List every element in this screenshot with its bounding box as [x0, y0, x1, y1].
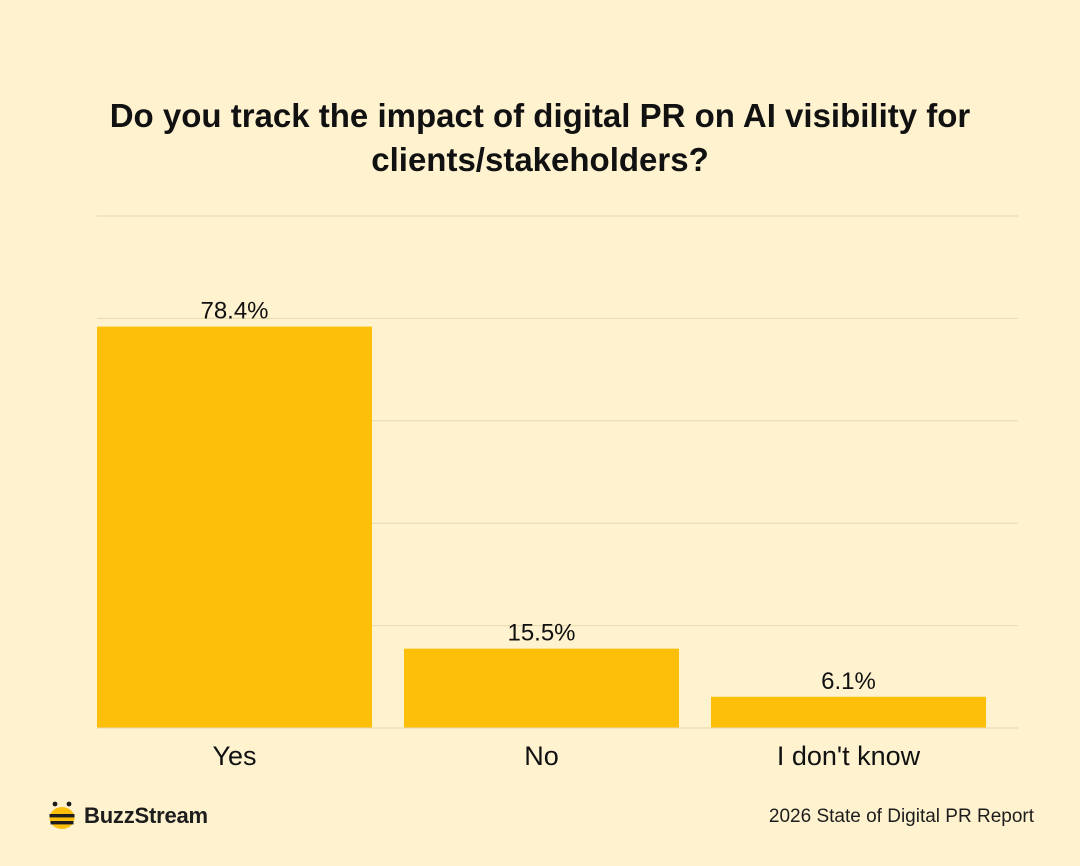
data-label: 15.5%: [507, 620, 575, 647]
chart-title: Do you track the impact of digital PR on…: [109, 97, 971, 178]
bar-yes: [97, 326, 372, 728]
x-tick-label: I don't know: [777, 741, 921, 771]
brand-name: BuzzStream: [84, 803, 208, 828]
brand-logo: BuzzStream: [48, 800, 208, 832]
bee-icon: [49, 801, 75, 829]
x-tick-label: Yes: [212, 741, 256, 771]
bar-no: [404, 648, 679, 728]
data-label: 78.4%: [200, 298, 268, 325]
bar-i-don-t-know: [711, 696, 986, 728]
data-label: 6.1%: [821, 668, 876, 695]
source-note: 2026 State of Digital PR Report: [768, 806, 1034, 827]
x-tick-label: No: [524, 741, 559, 771]
